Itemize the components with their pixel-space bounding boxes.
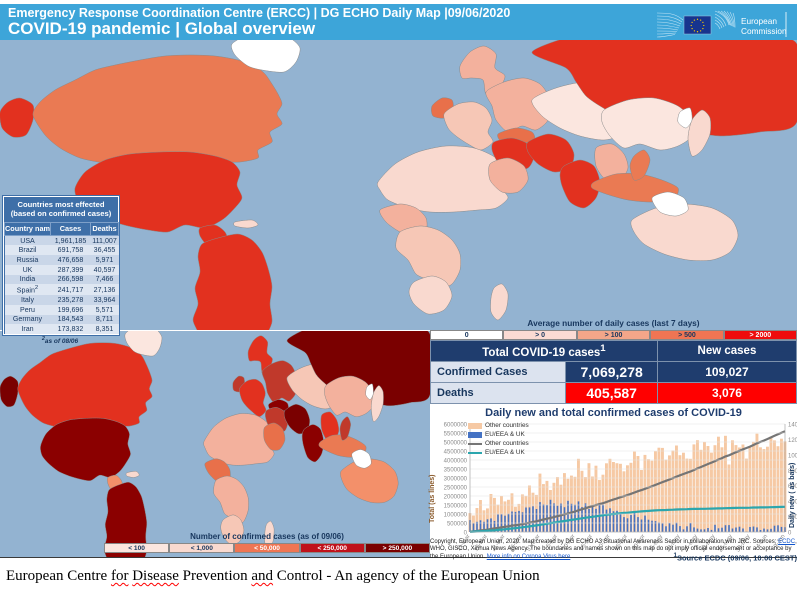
svg-text:Commission: Commission <box>741 26 787 36</box>
svg-text:European: European <box>741 16 777 26</box>
svg-text:1500000: 1500000 <box>444 504 468 510</box>
svg-text:3500000: 3500000 <box>444 468 468 474</box>
svg-text:4000000: 4000000 <box>444 459 468 465</box>
svg-text:2500000: 2500000 <box>444 486 468 492</box>
svg-text:4500000: 4500000 <box>444 450 468 456</box>
svg-text:5500000: 5500000 <box>444 432 468 438</box>
svg-text:500000: 500000 <box>447 522 468 528</box>
svg-text:6000000: 6000000 <box>444 423 468 429</box>
svg-text:3000000: 3000000 <box>444 477 468 483</box>
svg-text:120000: 120000 <box>788 438 797 444</box>
svg-text:2000000: 2000000 <box>444 495 468 501</box>
svg-text:5000000: 5000000 <box>444 441 468 447</box>
svg-text:140000: 140000 <box>788 423 797 429</box>
svg-text:0: 0 <box>788 531 792 537</box>
svg-text:1000000: 1000000 <box>444 513 468 519</box>
